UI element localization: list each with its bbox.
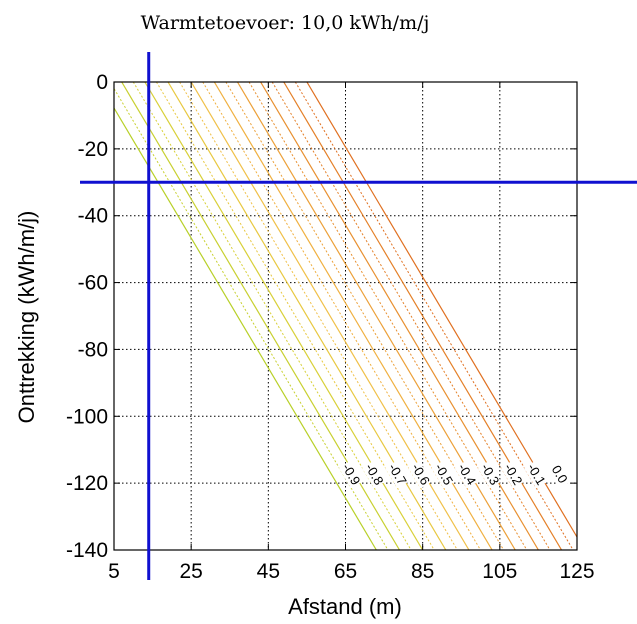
contour-label-bg	[431, 461, 455, 489]
y-tick-label: -120	[66, 472, 108, 495]
x-tick-label: 65	[334, 560, 357, 583]
y-tick-label: -80	[78, 338, 108, 361]
contour-label-group: -0.5	[431, 461, 456, 489]
contour-label-bg	[338, 461, 363, 489]
y-tick-label: -140	[66, 539, 108, 562]
y-tick-label: -100	[66, 405, 108, 428]
x-tick-label: 105	[482, 560, 517, 583]
y-tick-label: -40	[78, 205, 108, 228]
x-tick-label: 5	[108, 560, 120, 583]
contour-label-bg	[500, 461, 525, 489]
contour-line	[114, 106, 377, 550]
x-axis-label: Afstand (m)	[288, 594, 402, 619]
plot-frame	[113, 81, 578, 551]
contour-label-bg	[361, 461, 386, 489]
tick-labels: 5 25 45 65 85 105 125 0 -20 -40 -60 -80 -100 -120 -140	[66, 71, 595, 583]
contour-label-bg	[477, 461, 502, 489]
x-tick-label: 45	[257, 560, 280, 583]
x-tick-label: 125	[559, 560, 594, 583]
contour-label-bg	[408, 461, 432, 489]
grid	[114, 82, 577, 550]
contour-label-group: 0.0	[547, 461, 571, 489]
chart-title: Warmtetoevoer: 10,0 kWh/m/j	[141, 12, 430, 34]
marker-lines[interactable]	[80, 52, 637, 580]
contour-label-bg	[523, 461, 548, 489]
y-tick-label: -60	[78, 272, 108, 295]
y-tick-label: 0	[96, 71, 108, 94]
y-axis-label: Onttrekking (kWh/m/j)	[14, 211, 39, 424]
contour-label-bg	[547, 461, 571, 489]
y-tick-label: -20	[78, 138, 108, 161]
x-tick-label: 85	[411, 560, 434, 583]
contour-label-bg	[454, 461, 478, 489]
x-tick-label: 25	[179, 560, 202, 583]
contour-labels: 0.0-0.1-0.2-0.3-0.4-0.5-0.6-0.7-0.8-0.9	[338, 461, 571, 489]
contour-label-bg	[385, 461, 409, 489]
